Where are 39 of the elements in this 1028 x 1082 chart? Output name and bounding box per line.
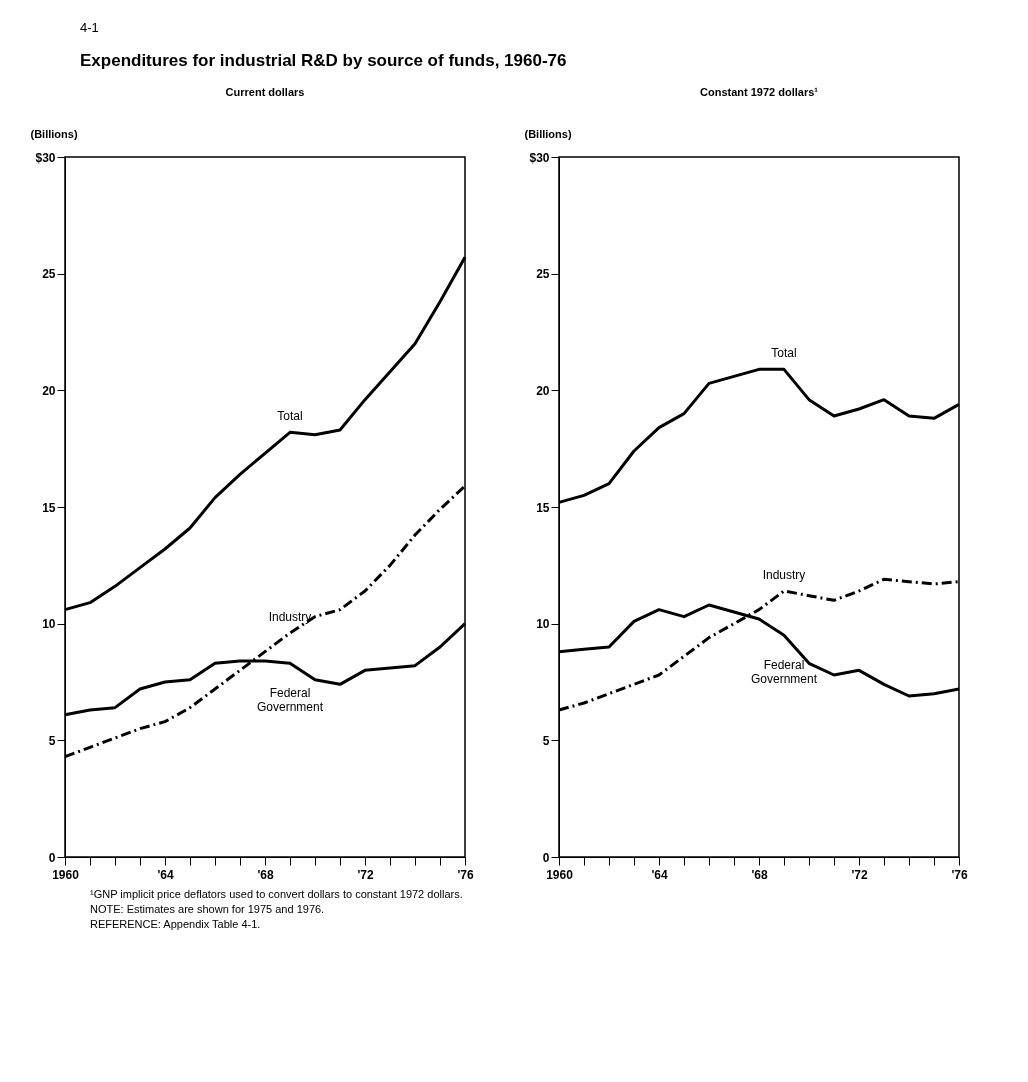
y-tick-label: $30 <box>529 150 550 165</box>
series-label: Total <box>771 346 797 361</box>
x-tick-label: '64 <box>157 867 174 882</box>
y-tick-label: 15 <box>42 500 56 515</box>
x-tick-label: '68 <box>751 867 768 882</box>
y-tick-label: 20 <box>536 383 550 398</box>
chart-title: Expenditures for industrial R&D by source of funds, 1960-76 <box>80 51 568 71</box>
series-label: Federal Government <box>256 686 324 715</box>
series-label: Industry <box>268 610 312 624</box>
chart-subtitle: Current dollars <box>225 86 305 98</box>
y-tick-label: 10 <box>536 617 550 632</box>
y-tick-label: 15 <box>536 500 550 515</box>
x-tick-label: '76 <box>457 867 474 882</box>
y-tick-label: 20 <box>42 383 56 398</box>
y-tick-label: 0 <box>542 850 550 865</box>
series-label: Federal Government <box>750 658 818 687</box>
y-tick-label: 5 <box>542 733 550 748</box>
x-tick-label: '72 <box>851 867 868 882</box>
y-tick-label: 5 <box>48 733 56 748</box>
y-tick-label: 10 <box>42 617 56 632</box>
x-tick-label: 1960 <box>52 867 80 882</box>
series-label: Total <box>277 409 303 424</box>
text: 4-1 <box>80 20 100 35</box>
y-tick-label: 0 <box>48 850 56 865</box>
x-tick-label: 1960 <box>546 867 574 882</box>
y-tick-label: $30 <box>35 150 56 165</box>
chart-subtitle: Constant 1972 dollars¹ <box>700 86 819 98</box>
x-tick-label: '68 <box>257 867 274 882</box>
y-axis-title: (Billions) <box>30 127 78 140</box>
x-tick-label: '76 <box>951 867 968 882</box>
y-tick-label: 25 <box>42 267 56 282</box>
text: REFERENCE: Appendix Table 4-1. <box>90 918 262 930</box>
y-tick-label: 25 <box>536 267 550 282</box>
x-tick-label: '72 <box>357 867 374 882</box>
y-axis-title: (Billions) <box>524 127 572 140</box>
text: NOTE: Estimates are shown for 1975 and 1976. <box>90 903 326 915</box>
text: ¹GNP implicit price deflators used to convert dollars to constant 1972 dollars. <box>90 888 464 900</box>
x-tick-label: '64 <box>651 867 668 882</box>
series-label: Industry <box>762 568 806 582</box>
